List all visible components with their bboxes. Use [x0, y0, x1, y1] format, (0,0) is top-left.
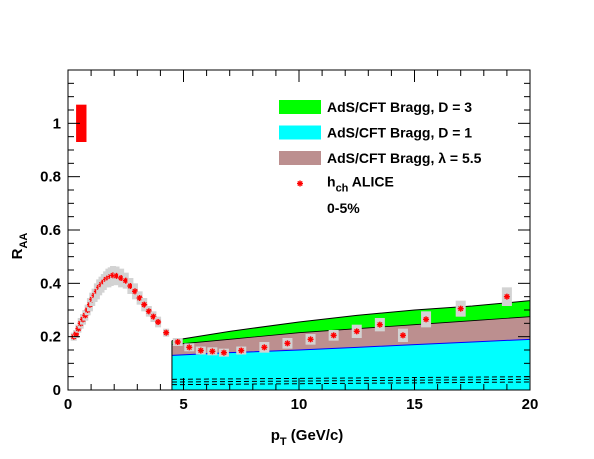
data-point — [397, 328, 408, 342]
data-point — [155, 316, 162, 328]
data-point — [73, 330, 80, 338]
data-point — [328, 330, 339, 341]
x-tick-label: 20 — [522, 396, 539, 413]
data-point — [374, 318, 385, 332]
data-point — [113, 266, 120, 286]
data-point — [122, 272, 129, 289]
data-point — [218, 348, 229, 357]
data-point — [207, 347, 218, 356]
legend-entry: AdS/CFT Bragg, λ = 5.5 — [279, 150, 482, 166]
band-edge-top — [171, 300, 530, 342]
data-point — [163, 328, 170, 337]
dashed-curve-1 — [171, 378, 530, 383]
legend-label: AdS/CFT Bragg, λ = 5.5 — [327, 150, 482, 166]
x-tick-label: 10 — [291, 396, 308, 413]
legend-label: AdS/CFT Bragg, D = 1 — [327, 125, 472, 141]
data-point — [184, 343, 195, 352]
legend: AdS/CFT Bragg, D = 3 AdS/CFT Bragg, D = 1… — [279, 99, 482, 216]
legend-swatch — [279, 151, 321, 165]
band-edge-blue — [171, 338, 530, 356]
data-point — [351, 324, 362, 338]
data-point — [501, 287, 512, 306]
legend-entry: AdS/CFT Bragg, D = 1 — [279, 125, 472, 141]
y-tick-label: 1 — [53, 115, 61, 132]
legend-entry: 0-5% — [327, 200, 360, 216]
x-axis-title: pT (GeV/c) — [271, 427, 344, 448]
data-point — [141, 298, 148, 312]
legend-swatch — [279, 125, 321, 140]
legend-label: hch ALICE — [327, 174, 394, 195]
legend-entry: AdS/CFT Bragg, D = 3 — [279, 99, 472, 115]
plot-area — [70, 104, 530, 390]
x-tick-label: 5 — [179, 396, 187, 413]
x-tick-label: 0 — [64, 396, 72, 413]
y-tick-label: 0.8 — [40, 169, 61, 186]
data-point — [455, 300, 466, 317]
y-tick-label: 0 — [53, 382, 61, 399]
y-tick-label: 0.2 — [40, 329, 61, 346]
dashed-curve-0 — [171, 381, 530, 386]
y-tick-label: 0.6 — [40, 222, 61, 239]
legend-entry: hch ALICE — [297, 174, 394, 195]
y-axis-title: RAA — [9, 233, 30, 260]
x-tick-label: 15 — [406, 396, 423, 413]
normalization-box — [76, 104, 87, 142]
data-point — [305, 334, 316, 345]
band-2 — [171, 300, 530, 345]
data-point — [172, 338, 183, 346]
y-tick-label: 0.4 — [40, 275, 62, 292]
data-point — [282, 338, 293, 349]
legend-swatch — [279, 100, 321, 114]
data-point — [150, 311, 157, 322]
data-point — [195, 346, 206, 355]
data-point — [131, 283, 138, 300]
legend-label: AdS/CFT Bragg, D = 3 — [327, 99, 472, 115]
data-point — [421, 311, 432, 328]
data-point — [236, 346, 247, 355]
dashed-curve-2 — [171, 376, 530, 380]
data-point — [259, 342, 270, 353]
centrality-label: 0-5% — [327, 200, 360, 216]
axes: 0 5 10 15 20 0 0.2 0.4 0.6 0.8 1 pT (GeV/c) RAA — [9, 69, 539, 448]
